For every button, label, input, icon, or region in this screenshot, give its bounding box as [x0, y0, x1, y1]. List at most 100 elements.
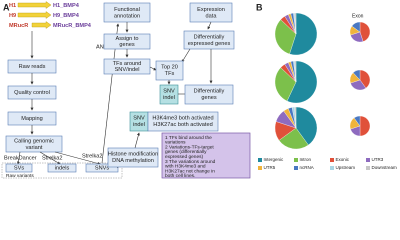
legend-label: Exonic	[336, 157, 350, 162]
step-label: TFs	[165, 71, 175, 77]
sample-arrow	[17, 1, 52, 9]
step-label: Assign to	[115, 36, 138, 42]
variant-box	[5, 163, 33, 173]
step-box	[159, 84, 179, 105]
step-label: Mapping	[21, 116, 42, 122]
sample-target: H9_BMP4	[53, 13, 80, 19]
step-label: indel	[133, 122, 145, 128]
sample-name: H1	[9, 3, 16, 9]
arrow	[207, 21, 212, 30]
pie-slice	[274, 19, 297, 55]
variant-box	[47, 163, 77, 173]
pie-slice	[278, 127, 309, 150]
tool-label: Strelka2	[42, 155, 63, 161]
step-label: H3K27ac both activated	[153, 122, 212, 128]
panel-label: A	[3, 2, 10, 12]
panel-label: B	[256, 2, 263, 12]
tool-label: BreakDancer	[4, 155, 37, 161]
step-label: variant	[26, 145, 43, 151]
exon-label: Exon	[352, 13, 364, 19]
step-label: data	[206, 13, 218, 19]
legend-swatch	[366, 166, 370, 170]
pie-slice	[294, 60, 297, 83]
step-label: SNV/indel	[115, 67, 140, 73]
step-box	[155, 60, 184, 81]
variant-label: SVs	[14, 165, 24, 171]
step-box	[184, 84, 234, 105]
legend-label: Upstream	[336, 165, 356, 170]
arrow	[39, 151, 61, 165]
step-label: Raw reads	[19, 64, 46, 70]
pie-slice	[294, 12, 297, 35]
step-label: Calling genomic	[14, 138, 54, 144]
legend-swatch	[258, 158, 262, 162]
legend-swatch	[294, 158, 298, 162]
sample-arrow	[17, 11, 52, 19]
sample-name: MRucR	[9, 23, 28, 29]
legend: Intergenic Intron Exonic UTR3 UTR5 ncRNA Upstr…	[258, 157, 397, 170]
finding-line: 3 The variations around	[165, 159, 216, 165]
step-label: Functional	[114, 7, 140, 13]
step-label: Top 20	[161, 64, 178, 70]
finding-line: H3K27ac not change in	[165, 168, 215, 174]
step-label: SNV	[163, 88, 175, 94]
legend-label: Intron	[300, 157, 312, 162]
pie-slice	[274, 67, 297, 102]
step-label: Histone modification	[108, 151, 158, 157]
finding-line: with H3K4me3 and	[165, 164, 206, 170]
legend-swatch	[294, 166, 298, 170]
sample-name: H9	[9, 13, 16, 19]
finding-line: 2 Variations-TFs-target	[165, 144, 214, 150]
figure: A H1 H1_BMP4 H9 H9_BMP4 MRucR MRucR_BMP4…	[1, 0, 400, 179]
finding-line: genes (differentially	[165, 149, 207, 155]
step-label: expressed genes	[188, 41, 231, 47]
step-box	[183, 30, 235, 50]
pies	[274, 12, 371, 150]
step-label: Quality control	[14, 90, 50, 96]
step-label: Differentially	[194, 34, 225, 40]
step-box	[5, 135, 63, 153]
tool-label: Strelka2	[82, 153, 103, 159]
pie-slice	[359, 115, 371, 137]
legend-swatch	[330, 158, 334, 162]
step-label: annotation	[114, 13, 140, 19]
legend-label: UTR3	[372, 157, 384, 162]
legend-label: UTR5	[264, 165, 276, 170]
findings-box	[161, 132, 251, 179]
variant-label: indels	[55, 165, 70, 171]
step-label: genes	[119, 42, 134, 48]
sample-target: H1_BMP4	[53, 3, 80, 9]
step-box	[147, 111, 219, 132]
finding-line: 1 TFs bind around the	[165, 135, 212, 141]
step-box	[107, 147, 159, 168]
finding-line: variations	[165, 140, 186, 146]
legend-label: Intergenic	[264, 157, 285, 162]
legend-swatch	[258, 166, 262, 170]
arrow	[54, 151, 101, 165]
pie-slice	[295, 106, 318, 146]
pie-slice	[359, 21, 371, 42]
legend-label: ncRNA	[300, 165, 314, 170]
variant-group-label: Raw variants	[6, 173, 34, 179]
variant-label: SNVs	[95, 165, 110, 171]
pie-slice	[353, 115, 361, 127]
pie-slice	[289, 12, 318, 56]
variant-group	[1, 162, 123, 179]
sample-target: MRucR_BMP4	[53, 23, 92, 29]
step-label: H3K4me3 both activated	[152, 115, 213, 121]
step-label: genes	[201, 95, 216, 101]
arrow	[149, 66, 157, 71]
step-label: SNV	[133, 115, 145, 121]
legend-swatch	[366, 158, 370, 162]
legend-label: Downstream	[372, 165, 398, 170]
sample-arrow	[31, 21, 52, 29]
step-box	[103, 58, 151, 75]
arrow	[16, 151, 21, 165]
pie-slice	[352, 69, 361, 81]
pie-slice	[359, 69, 371, 89]
pie-slice	[351, 21, 361, 33]
panel-b-bg	[252, 0, 400, 179]
arrow	[134, 132, 140, 149]
arrow	[181, 48, 191, 63]
